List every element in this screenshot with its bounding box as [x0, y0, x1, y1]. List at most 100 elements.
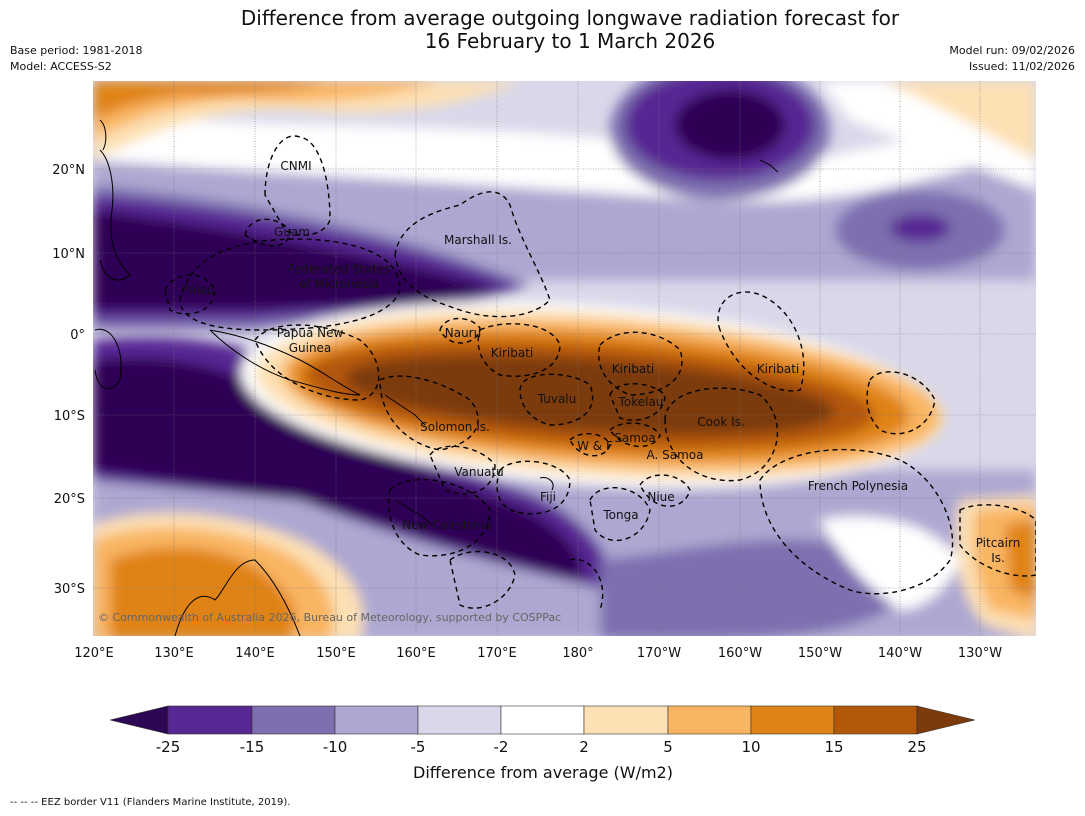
lon-170e: 170°E — [477, 646, 517, 661]
label-palau: Palau — [182, 283, 214, 297]
colorbar-tick: 2 — [579, 738, 589, 756]
eez-tonga — [589, 486, 651, 541]
label-fiji: Fiji — [540, 490, 556, 504]
colorbar-tick: 5 — [663, 738, 673, 756]
lat-20n: 20°N — [52, 163, 85, 178]
meta-left: Base period: 1981-2018 Model: ACCESS-S2 — [10, 43, 142, 75]
taiwan-coast — [99, 119, 107, 151]
label-kiribati-line: Kiribati — [757, 362, 799, 376]
colorbar-min-arrow — [109, 705, 169, 735]
lon-130w: 130°W — [958, 646, 1002, 661]
eez-solomon — [379, 375, 479, 451]
lon-170w: 170°W — [637, 646, 681, 661]
lon-140w: 140°W — [878, 646, 922, 661]
eez-guam — [244, 218, 291, 247]
eez-nauru — [439, 317, 481, 344]
place-labels: CNMI Guam Marshall Is. Federated States … — [182, 159, 1020, 565]
label-american-samoa: A. Samoa — [647, 448, 704, 462]
label-nauru: Nauru — [445, 326, 481, 340]
eez-samoa — [609, 422, 661, 448]
label-new-caledonia: New Caledonia — [402, 518, 492, 532]
eez-kiribati-phoenix — [598, 331, 683, 396]
eez-vanuatu — [429, 445, 496, 495]
colorbar-label: Difference from average (W/m2) — [413, 763, 673, 782]
lat-20s: 20°S — [54, 492, 85, 507]
longitude-labels: 120°E 130°E 140°E 150°E 160°E 170°E 180°… — [74, 646, 1002, 661]
colorbar-tick: -5 — [411, 738, 426, 756]
philippines-coast — [99, 149, 131, 281]
issued-date: Issued: 11/02/2026 — [968, 60, 1075, 73]
label-tokelau: Tokelau — [618, 395, 664, 409]
label-cnmi: CNMI — [280, 159, 311, 173]
lon-150e: 150°E — [316, 646, 356, 661]
colorbar-tick: -15 — [240, 738, 265, 756]
fiji-coast — [539, 477, 554, 491]
anomaly-field — [93, 81, 1036, 636]
eez-pitcairn — [959, 504, 1036, 577]
eez-fp-north — [866, 371, 936, 435]
label-guam: Guam — [274, 225, 310, 239]
eez-niue — [639, 474, 691, 507]
meta-right: Model run: 09/02/2026 Issued: 11/02/2026 — [949, 43, 1075, 75]
label-solomon: Solomon Is. — [420, 420, 490, 434]
lat-10s: 10°S — [54, 409, 85, 424]
new-caledonia-coast — [394, 499, 433, 526]
label-png-line1: Papua New — [277, 326, 344, 340]
colorbar-swatch — [667, 705, 752, 735]
eez-kiribati-line — [717, 291, 805, 392]
label-fsm-line1: Federated States — [288, 262, 390, 276]
lat-30s: 30°S — [54, 582, 85, 597]
label-niue: Niue — [647, 490, 674, 504]
hawaii-coast — [759, 159, 779, 173]
label-samoa: Samoa — [614, 431, 655, 445]
borneo-coast — [94, 328, 122, 390]
colorbar: -25 -15 -10 -5 -2 2 5 10 15 25 Differenc… — [109, 705, 976, 782]
label-kiribati-gilbert: Kiribati — [491, 346, 533, 360]
label-marshall: Marshall Is. — [444, 233, 512, 247]
eez-kermadec — [569, 558, 604, 611]
label-tuvalu: Tuvalu — [537, 392, 577, 406]
label-pitcairn-line1: Pitcairn — [976, 536, 1021, 550]
label-wf: W & F — [577, 439, 613, 453]
label-png-line2: Guinea — [289, 341, 332, 355]
label-french-polynesia: French Polynesia — [808, 479, 908, 493]
new-guinea-coast — [209, 329, 361, 396]
title-line-2: 16 February to 1 March 2026 — [424, 29, 716, 53]
colorbar-swatch — [417, 705, 502, 735]
australia-coast — [174, 559, 301, 636]
label-vanuatu: Vanuatu — [454, 465, 504, 479]
label-kiribati-phoenix: Kiribati — [612, 362, 654, 376]
lon-120e: 120°E — [74, 646, 114, 661]
eez-cook — [664, 387, 779, 482]
colorbar-tick: 15 — [824, 738, 843, 756]
eez-french-polynesia — [759, 448, 954, 595]
colorbar-swatch — [167, 705, 253, 735]
lat-0: 0° — [70, 328, 85, 343]
lon-140e: 140°E — [235, 646, 275, 661]
lon-130e: 130°E — [154, 646, 194, 661]
colorbar-swatch — [251, 705, 336, 735]
colorbar-tick: 10 — [741, 738, 760, 756]
copyright-notice: © Commonwealth of Australia 2026, Bureau… — [98, 611, 561, 624]
latitude-labels: 20°N 10°N 0° 10°S 20°S 30°S — [52, 163, 85, 597]
map-gridlines — [93, 81, 1036, 636]
solomon-coast — [384, 394, 426, 426]
colorbar-max-arrow — [916, 705, 976, 735]
eez-png — [254, 324, 380, 401]
label-pitcairn-line2: Is. — [991, 551, 1005, 565]
colorbar-swatch — [833, 705, 918, 735]
model-name: Model: ACCESS-S2 — [10, 60, 112, 73]
map-figure: CNMI Guam Marshall Is. Federated States … — [52, 81, 1036, 782]
eez-wf — [569, 433, 611, 457]
colorbar-tick: 25 — [907, 738, 926, 756]
model-run: Model run: 09/02/2026 — [949, 44, 1075, 57]
eez-marshall — [394, 191, 551, 318]
chart-title: Difference from average outgoing longwav… — [0, 7, 1085, 53]
colorbar-swatch — [500, 705, 585, 735]
colorbar-tick: -10 — [323, 738, 348, 756]
lon-180: 180° — [562, 646, 593, 661]
colorbar-swatch — [750, 705, 835, 735]
lat-10n: 10°N — [52, 247, 85, 262]
eez-borders — [164, 135, 1036, 611]
colorbar-swatch — [583, 705, 669, 735]
